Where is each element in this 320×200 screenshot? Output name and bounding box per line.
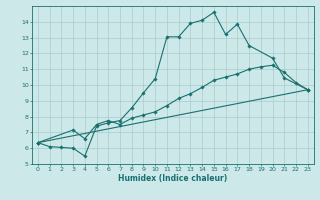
X-axis label: Humidex (Indice chaleur): Humidex (Indice chaleur) [118, 174, 228, 183]
